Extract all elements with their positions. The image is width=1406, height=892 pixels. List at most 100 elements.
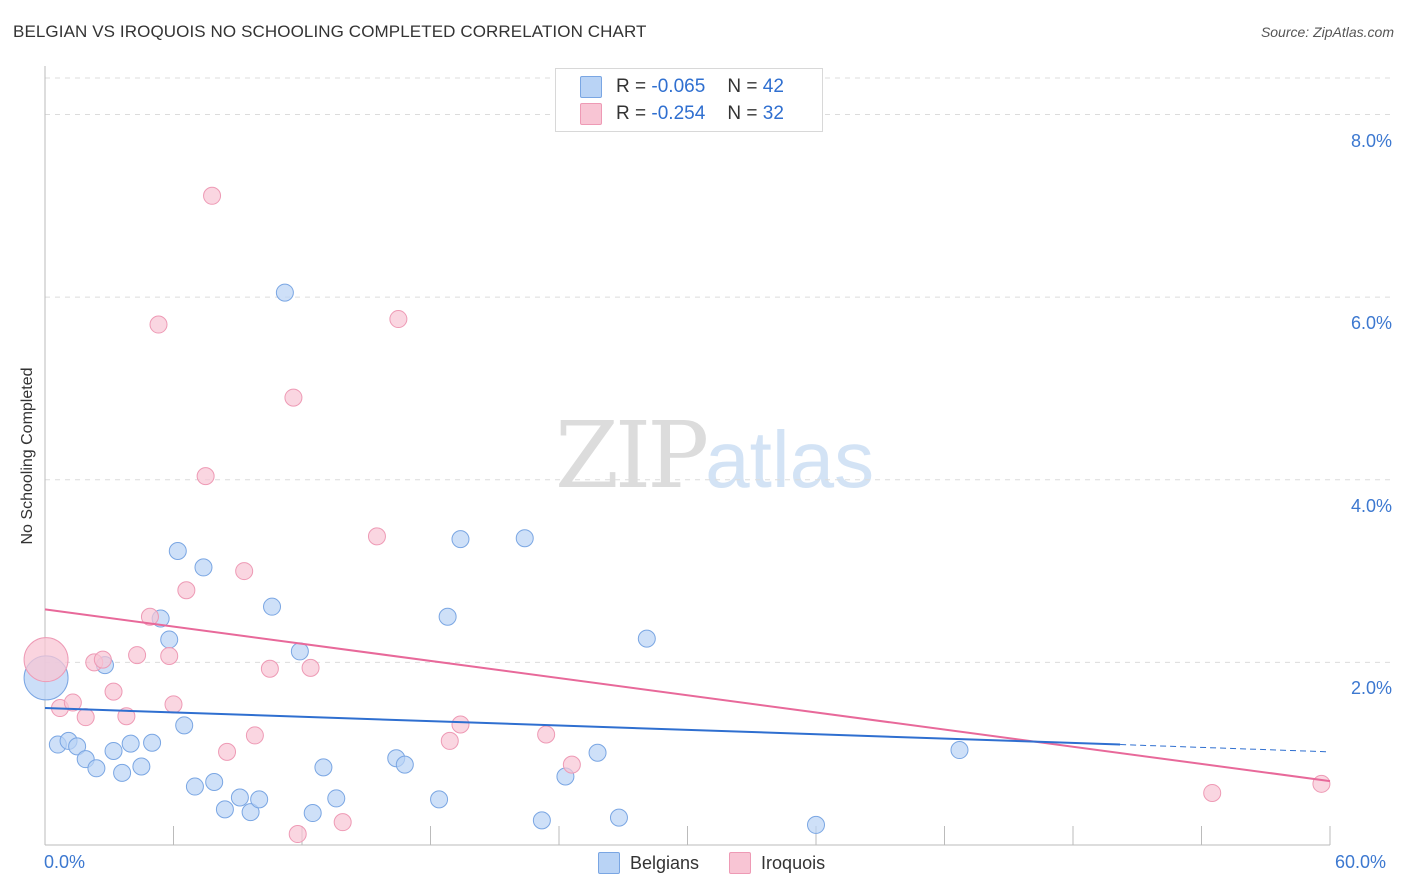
- iroquois-point-29: [562, 755, 581, 774]
- belgians-point-38: [609, 808, 628, 827]
- x-tick-label-min: 0.0%: [44, 852, 86, 872]
- axes: [44, 66, 1331, 846]
- belgians-points: [23, 283, 969, 834]
- legend-item-belgians[interactable]: Belgians: [598, 852, 699, 874]
- iroquois-point-18: [245, 726, 264, 745]
- legend-item-iroquois[interactable]: Iroquois: [729, 852, 825, 874]
- belgians-point-30: [395, 755, 414, 774]
- y-tick-label: 2.0%: [1350, 678, 1392, 699]
- legend-r-label: R =: [616, 103, 647, 124]
- watermark: ZIPatlas: [555, 402, 874, 509]
- belgians-point-31: [430, 790, 449, 809]
- belgians-point-41: [950, 741, 969, 760]
- iroquois-point-16: [218, 742, 237, 761]
- iroquois-point-6: [104, 682, 123, 701]
- legend-row-belgians: R = -0.065 N = 42: [580, 75, 784, 99]
- y-tick-label: 4.0%: [1350, 495, 1392, 516]
- belgians-trend-line: [44, 707, 1121, 746]
- belgians-point-22: [250, 790, 269, 809]
- iroquois-point-3: [76, 708, 95, 727]
- iroquois-point-9: [140, 607, 159, 626]
- watermark-zip: ZIP: [555, 402, 709, 509]
- belgians-n-value: 42: [762, 76, 784, 97]
- iroquois-legend-label: Iroquois: [761, 852, 826, 873]
- iroquois-point-7: [117, 707, 136, 726]
- iroquois-legend-swatch: [729, 852, 752, 874]
- iroquois-swatch: [580, 103, 602, 125]
- iroquois-point-11: [160, 646, 179, 665]
- iroquois-point-14: [196, 467, 215, 486]
- belgians-point-28: [327, 789, 346, 808]
- iroquois-points: [23, 186, 1331, 844]
- belgians-point-21: [241, 803, 260, 822]
- legend-row-iroquois: R = -0.254 N = 32: [580, 102, 784, 126]
- belgians-point-37: [588, 743, 607, 762]
- belgians-point-25: [290, 642, 309, 661]
- iroquois-r-value: -0.254: [651, 103, 706, 124]
- belgians-point-8: [113, 763, 132, 782]
- belgians-point-7: [104, 741, 123, 760]
- iroquois-point-19: [260, 659, 279, 678]
- belgians-point-18: [205, 772, 224, 791]
- belgians-point-34: [515, 529, 534, 548]
- belgians-point-39: [637, 629, 656, 648]
- iroquois-point-15: [203, 186, 222, 205]
- belgians-point-17: [194, 558, 213, 577]
- belgians-point-13: [160, 630, 179, 649]
- iroquois-point-31: [1312, 774, 1331, 793]
- iroquois-point-13: [177, 581, 196, 600]
- belgians-trend-extension: [1120, 744, 1331, 753]
- source-credit: Source: ZipAtlas.com: [1260, 24, 1394, 40]
- iroquois-point-23: [333, 813, 352, 832]
- belgians-legend-swatch: [598, 852, 620, 874]
- belgians-point-10: [132, 757, 151, 776]
- iroquois-point-28: [537, 725, 556, 744]
- belgians-point-15: [175, 716, 194, 735]
- belgians-swatch: [580, 76, 602, 98]
- watermark-atlas: atlas: [705, 415, 875, 504]
- iroquois-point-24: [367, 527, 386, 546]
- legend-r-label: R =: [616, 76, 647, 97]
- iroquois-point-12: [164, 695, 183, 714]
- belgians-legend-label: Belgians: [630, 852, 700, 873]
- y-tick-label: 6.0%: [1350, 313, 1392, 334]
- iroquois-trend-line: [44, 608, 1331, 783]
- iroquois-point-5: [93, 650, 112, 669]
- belgians-point-20: [230, 788, 249, 807]
- belgians-point-40: [807, 815, 825, 834]
- legend-n-label: N =: [727, 103, 758, 124]
- iroquois-point-17: [235, 562, 254, 581]
- belgians-point-5: [87, 759, 106, 778]
- belgians-point-27: [314, 758, 333, 777]
- iroquois-point-0: [23, 637, 69, 683]
- iroquois-point-25: [389, 310, 408, 329]
- iroquois-point-10: [149, 315, 168, 334]
- belgians-point-14: [168, 541, 187, 560]
- belgians-point-16: [185, 777, 204, 796]
- chart-title: BELGIAN VS IROQUOIS NO SCHOOLING COMPLET…: [13, 22, 647, 41]
- belgians-point-19: [215, 800, 234, 819]
- belgians-point-3: [68, 737, 87, 756]
- iroquois-point-2: [63, 693, 82, 712]
- belgians-point-24: [275, 283, 294, 302]
- trend-lines: [44, 608, 1331, 783]
- belgians-point-23: [263, 597, 282, 616]
- y-tick-label: 8.0%: [1350, 130, 1392, 151]
- correlation-legend: R = -0.065 N = 42 R = -0.254 N = 32: [555, 68, 823, 132]
- iroquois-point-22: [301, 658, 320, 677]
- x-tick-label-max: 60.0%: [1335, 852, 1387, 872]
- iroquois-point-20: [284, 388, 303, 407]
- belgians-point-9: [121, 734, 140, 753]
- series-legend: Belgians Iroquois: [598, 852, 855, 874]
- belgians-point-33: [451, 530, 470, 549]
- iroquois-point-26: [440, 731, 459, 750]
- belgians-r-value: -0.065: [651, 76, 706, 97]
- belgians-point-11: [143, 733, 162, 752]
- legend-n-label: N =: [727, 76, 758, 97]
- iroquois-point-21: [288, 825, 307, 844]
- belgians-point-35: [532, 811, 551, 830]
- belgians-point-32: [438, 607, 457, 626]
- iroquois-point-27: [451, 715, 470, 734]
- belgians-point-26: [303, 804, 322, 823]
